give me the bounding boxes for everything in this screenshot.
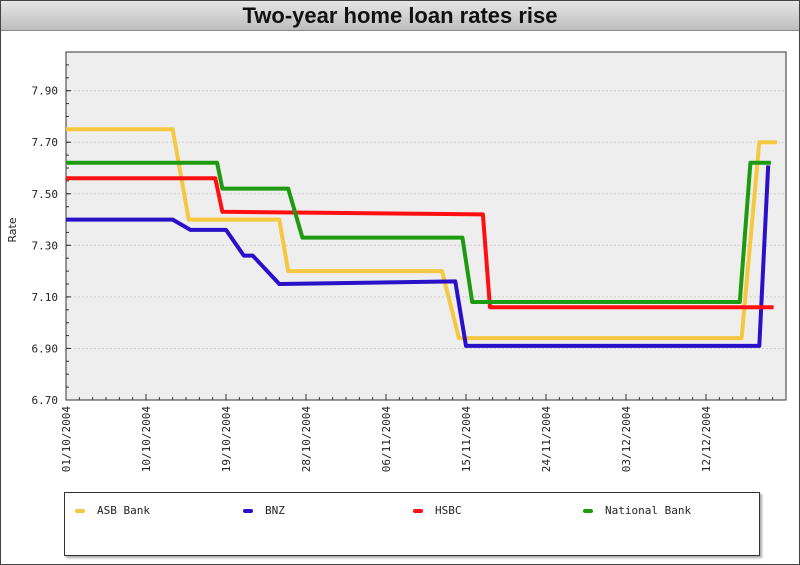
y-tick-label: 6.70 (32, 394, 59, 407)
chart-title: Two-year home loan rates rise (242, 3, 558, 28)
series-line-national-bank (66, 160, 771, 304)
legend-item-asb: ASB Bank (75, 504, 150, 517)
x-tick-label: 12/12/2004 (700, 406, 713, 473)
legend-swatch (243, 508, 253, 513)
legend-item-national-bank: National Bank (583, 504, 691, 517)
y-tick-label: 7.70 (32, 136, 59, 149)
series-line-hsbc (66, 176, 774, 310)
legend-swatch (413, 508, 423, 513)
y-tick-label: 7.30 (32, 239, 59, 252)
legend-item-hsbc: HSBC (413, 504, 462, 517)
title-bar: Two-year home loan rates rise (1, 1, 799, 31)
y-tick-label: 6.90 (32, 342, 59, 355)
x-tick-label: 03/12/2004 (620, 406, 633, 473)
legend-label: National Bank (605, 504, 692, 517)
x-tick-label: 19/10/2004 (220, 406, 233, 473)
x-tick-label: 10/10/2004 (140, 406, 153, 473)
legend-swatch (75, 508, 85, 513)
x-tick-label: 15/11/2004 (460, 406, 473, 473)
x-tick-label: 06/11/2004 (380, 406, 393, 473)
x-tick-label: 01/10/2004 (60, 406, 73, 473)
series-line-bnz (66, 165, 771, 348)
legend-swatch (583, 508, 593, 513)
legend-label: HSBC (435, 504, 462, 517)
series-line-asb-bank (66, 127, 778, 341)
x-tick-label: 28/10/2004 (300, 406, 313, 473)
y-tick-label: 7.10 (32, 291, 59, 304)
x-tick-label: 24/11/2004 (540, 406, 553, 473)
legend-item-bnz: BNZ (243, 504, 285, 517)
y-tick-label: 7.90 (32, 85, 59, 98)
y-axis-label: Rate (6, 217, 19, 242)
legend-label: ASB Bank (97, 504, 150, 517)
plot-area (65, 51, 787, 401)
legend-label: BNZ (265, 504, 285, 517)
y-tick-label: 7.50 (32, 188, 59, 201)
legend: ASB Bank BNZ HSBC National Bank (64, 492, 760, 556)
